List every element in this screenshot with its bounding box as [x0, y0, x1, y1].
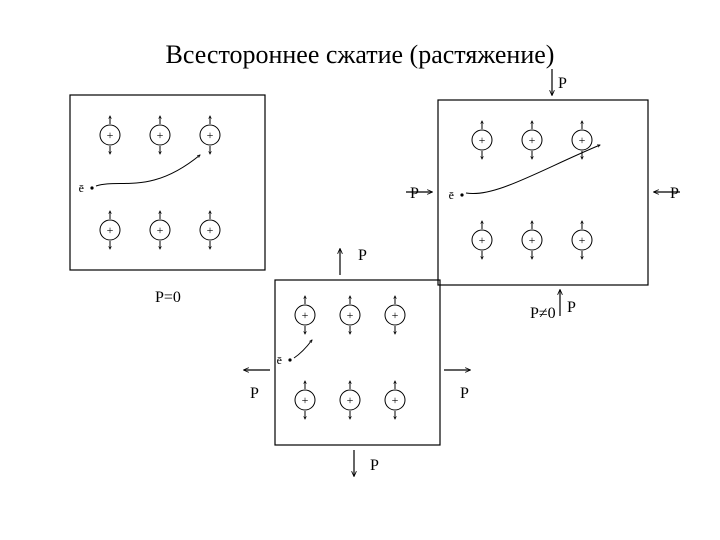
ion-plus-label: +	[392, 308, 399, 322]
ion-plus-label: +	[347, 308, 354, 322]
ion-plus-label: +	[302, 308, 309, 322]
pressure-label: P	[460, 385, 469, 402]
lattice-box	[438, 100, 648, 285]
lattice-box	[275, 280, 440, 445]
lattice-box	[70, 95, 265, 270]
electron-path-arrow	[466, 145, 600, 194]
electron-path-arrow	[96, 155, 200, 186]
electron-label: ē	[449, 188, 454, 202]
electron-label: ē	[277, 353, 282, 367]
pressure-label: P	[567, 299, 576, 316]
ion-plus-label: +	[302, 393, 309, 407]
pressure-label: P	[370, 457, 379, 474]
panel-caption: P≠0	[530, 305, 556, 322]
pressure-label: P	[410, 185, 419, 202]
pressure-label: P	[250, 385, 259, 402]
ion-plus-label: +	[579, 233, 586, 247]
diagram-svg: + + + + + + ē P=0 + + + + + + ē P P P P + + + + + + ē P P P P P≠0	[0, 0, 720, 540]
ion-plus-label: +	[107, 128, 114, 142]
pressure-label: P	[358, 247, 367, 264]
ion-plus-label: +	[529, 133, 536, 147]
ion-plus-label: +	[157, 128, 164, 142]
pressure-label: P	[558, 75, 567, 92]
electron-dot	[460, 193, 463, 196]
ion-plus-label: +	[579, 133, 586, 147]
ion-plus-label: +	[479, 133, 486, 147]
ion-plus-label: +	[347, 393, 354, 407]
electron-label: ē	[79, 181, 84, 195]
ion-plus-label: +	[479, 233, 486, 247]
pressure-label: P	[670, 185, 679, 202]
electron-dot	[90, 186, 93, 189]
ion-plus-label: +	[207, 223, 214, 237]
ion-plus-label: +	[207, 128, 214, 142]
electron-path-arrow	[294, 340, 312, 358]
ion-plus-label: +	[107, 223, 114, 237]
panel-caption: P=0	[155, 289, 181, 306]
ion-plus-label: +	[157, 223, 164, 237]
ion-plus-label: +	[529, 233, 536, 247]
electron-dot	[288, 358, 291, 361]
ion-plus-label: +	[392, 393, 399, 407]
